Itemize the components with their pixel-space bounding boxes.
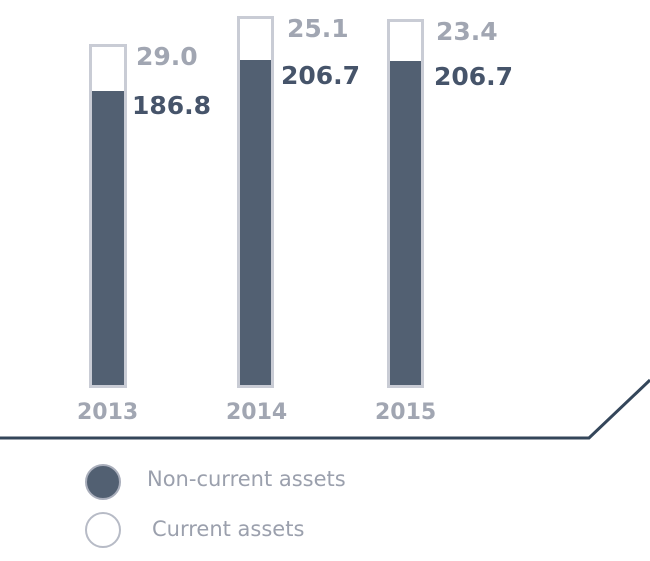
x-tick-2015: 2015 <box>375 400 437 425</box>
bar-2015-noncurrent-assets <box>387 61 424 388</box>
bar-2013-current-assets <box>89 44 127 91</box>
legend-current-label: Current assets <box>152 517 305 541</box>
value-2014-noncurrent: 206.7 <box>281 61 361 90</box>
bar-2015-current-assets <box>387 19 424 61</box>
x-tick-2014: 2014 <box>226 400 288 425</box>
bar-2014-current-assets <box>237 16 274 60</box>
value-2014-current: 25.1 <box>287 14 349 43</box>
value-2013-current: 29.0 <box>136 42 198 71</box>
value-2013-noncurrent: 186.8 <box>132 91 212 120</box>
bar-2013-noncurrent-assets <box>89 91 127 388</box>
legend-noncurrent-label: Non-current assets <box>147 467 346 491</box>
x-tick-2013: 2013 <box>77 400 139 425</box>
bar-2014-noncurrent-assets <box>237 60 274 388</box>
legend-current-swatch-icon <box>85 512 121 548</box>
value-2015-current: 23.4 <box>436 17 498 46</box>
value-2015-noncurrent: 206.7 <box>434 62 514 91</box>
legend-noncurrent-swatch-icon <box>85 464 121 500</box>
